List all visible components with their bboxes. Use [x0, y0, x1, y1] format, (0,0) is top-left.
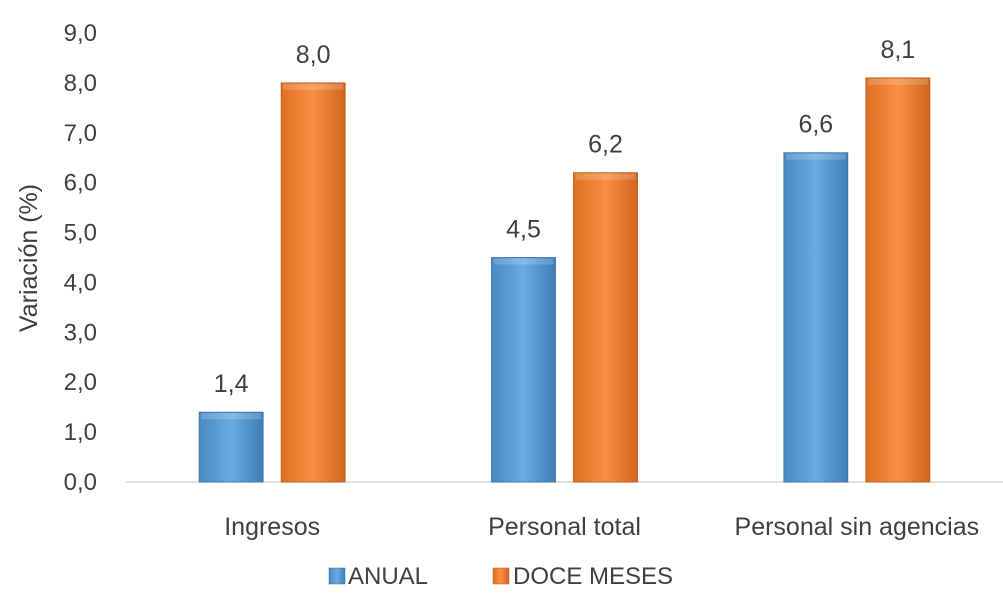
bar-doce-meses — [280, 82, 346, 483]
y-tick-label: 0,0 — [64, 469, 97, 496]
x-category-label: Personal sin agencias — [735, 513, 980, 541]
bar-doce-meses — [865, 77, 931, 483]
legend-swatch-anual — [328, 567, 346, 585]
legend-label-doce-meses: DOCE MESES — [513, 563, 673, 590]
bar-anual — [198, 411, 264, 483]
y-tick-label: 9,0 — [64, 20, 97, 47]
y-axis-title: Variación (%) — [15, 184, 43, 332]
bar-anual — [491, 257, 556, 483]
x-axis-labels: Ingresos Personal total Personal sin agenc… — [224, 513, 979, 541]
legend: ANUAL DOCE MESES — [328, 563, 673, 590]
bar-bevel-anual — [201, 413, 262, 420]
y-tick-label: 8,0 — [64, 70, 97, 97]
data-label-doce-meses: 6,2 — [588, 131, 623, 159]
data-label-anual: 4,5 — [506, 216, 541, 244]
y-tick-label: 5,0 — [64, 220, 97, 247]
data-label-anual: 6,6 — [798, 111, 833, 139]
bar-bevel-doce-meses — [283, 83, 344, 90]
legend-swatch-doce-meses — [492, 567, 510, 585]
y-tick-label: 3,0 — [64, 319, 97, 346]
data-labels: 1,4 8,0 4,5 6,2 6,6 8,1 — [214, 36, 915, 398]
y-tick-label: 1,0 — [64, 419, 97, 446]
legend-label-anual: ANUAL — [348, 563, 428, 590]
bar-bevel-anual — [493, 258, 554, 265]
bars — [198, 77, 931, 483]
y-tick-label: 6,0 — [64, 170, 97, 197]
data-label-anual: 1,4 — [214, 370, 249, 398]
bar-doce-meses — [573, 172, 638, 483]
bar-bevel-doce-meses — [575, 173, 636, 180]
y-axis: 0,0 1,0 2,0 3,0 4,0 5,0 6,0 7,0 8,0 9,0 — [64, 20, 97, 496]
bar-bevel-anual — [785, 153, 846, 160]
y-tick-label: 4,0 — [64, 269, 97, 296]
x-category-label: Personal total — [488, 513, 641, 541]
x-category-label: Ingresos — [224, 513, 320, 541]
bar-bevel-doce-meses — [867, 78, 928, 85]
data-label-doce-meses: 8,1 — [880, 36, 915, 64]
bar-anual — [783, 152, 849, 483]
y-tick-label: 7,0 — [64, 120, 97, 147]
data-label-doce-meses: 8,0 — [296, 41, 331, 69]
y-tick-label: 2,0 — [64, 369, 97, 396]
